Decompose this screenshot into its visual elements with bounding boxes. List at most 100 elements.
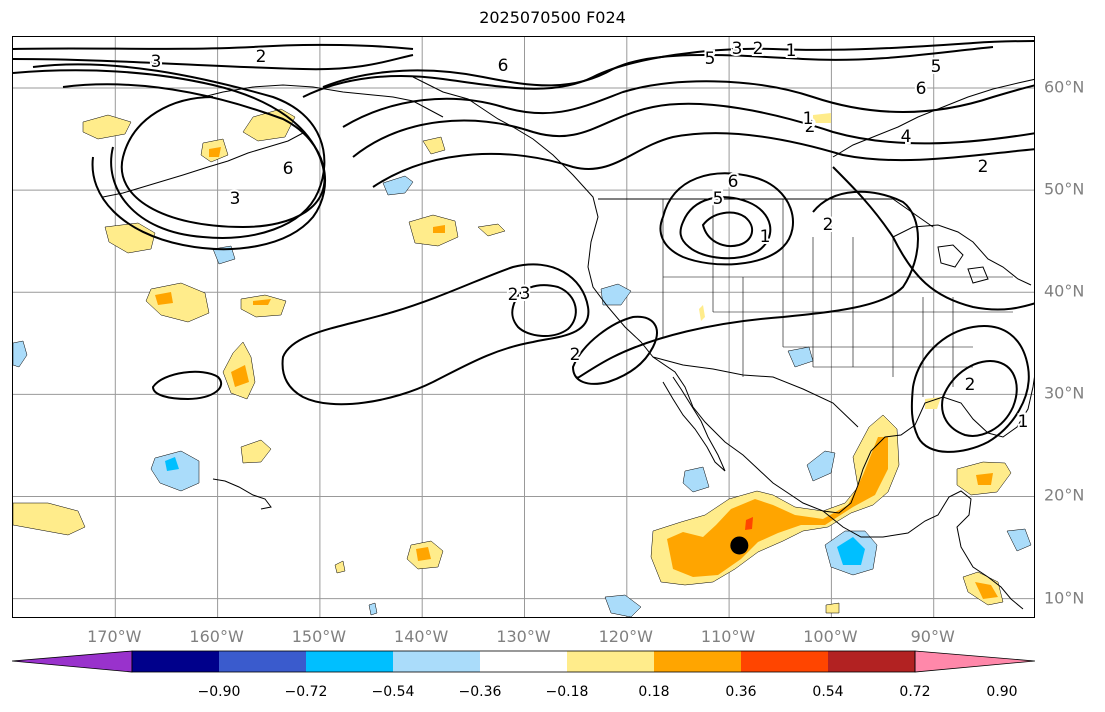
shade-pos <box>240 439 272 464</box>
us-border <box>598 198 934 228</box>
contour-label: 2 <box>823 215 834 235</box>
shade-pos <box>253 299 271 305</box>
contour-label: 6 <box>498 56 509 76</box>
great-lakes <box>937 244 989 284</box>
lon-tick-label: 140°W <box>394 627 449 646</box>
contour-line <box>679 196 772 260</box>
contour-line <box>372 132 1034 188</box>
coast-north-america <box>412 76 1034 514</box>
contour-label: 4 <box>901 127 912 147</box>
shade-neg <box>682 466 710 493</box>
shade-neg <box>212 245 236 265</box>
lat-tick-label: 50°N <box>1044 179 1085 199</box>
shade-pos <box>699 305 705 321</box>
shade-pos <box>240 294 287 318</box>
contour-label: 6 <box>283 159 294 179</box>
contour-line <box>832 166 1034 311</box>
contour-line <box>941 360 1018 437</box>
contour-label: 3 <box>151 52 162 72</box>
gridlines <box>13 37 1034 617</box>
contour-line <box>13 69 326 229</box>
contour-label: 1 <box>803 109 814 129</box>
contour-lines <box>13 40 1034 453</box>
shade-pos <box>825 602 840 614</box>
lat-tick-label: 10°N <box>1044 588 1085 608</box>
shade-pos <box>477 223 506 237</box>
contour-label: 6 <box>728 172 739 192</box>
shade-pos <box>145 282 210 323</box>
alaska <box>202 84 444 118</box>
contour-label: 1 <box>760 227 771 247</box>
hawaii <box>212 478 272 510</box>
colorbar-segment <box>219 651 306 672</box>
lon-tick-label: 90°W <box>910 627 955 646</box>
contour-label: 3 <box>520 284 531 304</box>
contour-label: 6 <box>916 79 927 99</box>
contour-label: 3 <box>230 189 241 209</box>
lon-tick-label: 170°W <box>87 627 142 646</box>
hudson <box>892 224 1032 286</box>
colorbar-segment <box>306 651 393 672</box>
colorbar-tick-label: −0.90 <box>197 684 241 700</box>
colorbar-segment <box>828 651 915 672</box>
shade-pos <box>209 147 221 157</box>
colorbar-tick-label: −0.54 <box>371 684 415 700</box>
shade-neg <box>165 457 179 471</box>
canada-coast <box>832 78 1034 158</box>
map-title: 2025070500 F024 <box>479 8 626 27</box>
colorbar-tick-label: −0.18 <box>545 684 589 700</box>
colorbar-segment <box>654 651 741 672</box>
contour-line <box>352 102 1034 158</box>
contour-line <box>13 54 414 71</box>
colorbar-tick-label: −0.36 <box>458 684 502 700</box>
contour-label: 2 <box>978 157 989 177</box>
shade-pos <box>813 113 831 123</box>
shade-neg <box>787 346 814 368</box>
contour-label: 5 <box>705 49 716 69</box>
shade-neg <box>837 537 865 565</box>
shade-pos <box>667 437 888 577</box>
colorbar-outline <box>131 650 916 673</box>
contour-label: 3 <box>732 39 743 59</box>
shade-neg <box>382 175 414 196</box>
shade-neg <box>150 450 200 492</box>
shade-pos <box>155 292 173 305</box>
shade-neg <box>600 283 632 306</box>
contour-line <box>659 172 794 266</box>
shade-pos <box>422 136 446 155</box>
contour-line <box>571 315 658 385</box>
lat-tick-label: 30°N <box>1044 383 1085 403</box>
mx-border <box>652 356 859 428</box>
lon-tick-label: 120°W <box>598 627 653 646</box>
lon-tick-label: 130°W <box>496 627 551 646</box>
colorbar-segment <box>393 651 480 672</box>
colorbar-segment <box>132 651 219 672</box>
contour-line <box>32 63 326 239</box>
colorbar-tick-label: −0.72 <box>284 684 328 700</box>
colorbar-tick-label: 0.90 <box>986 684 1018 700</box>
shade-neg <box>13 340 28 368</box>
anomaly-shading <box>13 108 1032 617</box>
shade-pos <box>416 547 431 561</box>
contour-line <box>576 190 919 379</box>
contour-label: 2 <box>256 47 267 67</box>
contour-line <box>511 284 577 337</box>
contour-line <box>910 325 1030 453</box>
lon-tick-label: 110°W <box>700 627 756 646</box>
aleutians <box>102 132 304 198</box>
lon-tick-label: 160°W <box>189 627 244 646</box>
shade-pos <box>745 517 753 530</box>
contour-label: 5 <box>713 189 724 209</box>
shade-pos <box>925 397 941 409</box>
location-marker <box>730 536 749 555</box>
contour-label: 2 <box>965 375 976 395</box>
contour-line <box>281 263 590 406</box>
colorbar-extend-max <box>914 650 1035 673</box>
shade-pos <box>104 222 156 254</box>
colorbar-tick-label: 0.72 <box>899 684 931 700</box>
shade-neg <box>806 450 836 482</box>
contour-label: 5 <box>931 57 942 77</box>
